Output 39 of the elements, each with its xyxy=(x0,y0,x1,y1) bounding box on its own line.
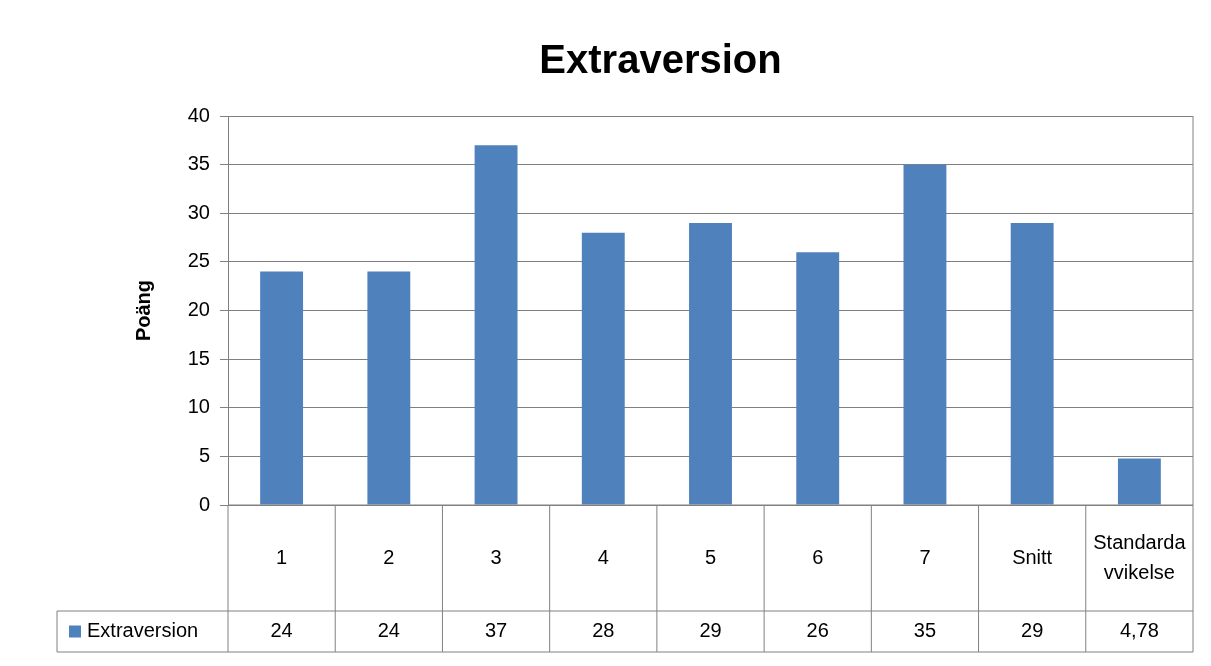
bar xyxy=(367,271,411,505)
x-tick-label: 6 xyxy=(812,545,824,568)
y-tick-label: 10 xyxy=(187,395,210,418)
chart-title: Extraversion xyxy=(539,37,782,82)
data-label: 24 xyxy=(270,619,293,642)
bar xyxy=(1010,222,1054,505)
y-tick-label: 25 xyxy=(187,249,210,272)
bar xyxy=(260,271,304,505)
bar xyxy=(689,222,732,505)
y-tick-label: 20 xyxy=(187,298,210,321)
bar xyxy=(903,164,947,505)
data-label: 26 xyxy=(806,619,829,642)
x-tick-label: 1 xyxy=(276,545,288,568)
y-tick-label: 30 xyxy=(187,200,210,223)
y-tick-label: 15 xyxy=(187,346,210,369)
data-label: 4,78 xyxy=(1119,619,1159,642)
x-tick-label: 2 xyxy=(383,545,395,568)
x-tick-label: Standardavvikelse xyxy=(1093,530,1187,583)
bar xyxy=(474,145,518,505)
legend-label: Extraversion xyxy=(87,619,199,642)
bar xyxy=(581,232,625,505)
x-tick-label: Snitt xyxy=(1012,545,1053,568)
bar xyxy=(796,252,840,505)
data-label: 29 xyxy=(699,619,722,642)
data-label: 35 xyxy=(913,619,937,642)
x-tick-label: 5 xyxy=(704,545,717,568)
y-tick-label: 0 xyxy=(198,492,210,515)
bar xyxy=(1117,458,1161,505)
data-label: 28 xyxy=(592,619,615,642)
x-tick-label: 3 xyxy=(490,545,502,568)
x-tick-label: 4 xyxy=(597,545,609,568)
data-label: 24 xyxy=(377,619,400,642)
y-tick-label: 5 xyxy=(198,443,210,466)
x-tick-label: 7 xyxy=(919,545,931,568)
y-tick-label: 40 xyxy=(187,103,210,126)
y-tick-label: 35 xyxy=(187,152,210,175)
data-label: 29 xyxy=(1021,619,1044,642)
data-label: 37 xyxy=(484,619,508,642)
y-axis-title: Poäng xyxy=(131,279,154,342)
